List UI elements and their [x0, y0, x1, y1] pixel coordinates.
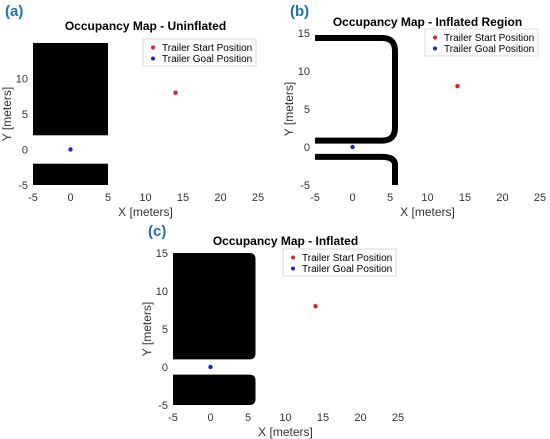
- x-tick-label: 5: [245, 412, 251, 424]
- panel-a: (a) Occupancy Map - Uninflated -5 0 5 10 15 20 2…: [0, 3, 264, 219]
- legend-entry: Trailer Goal Position: [444, 44, 534, 55]
- y-tick-label: 10: [156, 286, 168, 298]
- y-tick-label: 15: [156, 248, 168, 260]
- y-tick-label: 15: [298, 28, 310, 40]
- x-tick-label: 25: [392, 412, 404, 424]
- y-tick-label: -5: [18, 180, 28, 192]
- legend-marker: [291, 266, 295, 271]
- x-tick-label: -5: [28, 192, 38, 204]
- legend-box: [424, 28, 539, 57]
- data-point-start: [313, 304, 318, 309]
- panel-letter: (c): [148, 223, 166, 240]
- x-tick-label: 20: [214, 192, 226, 204]
- y-axis-label: Y [meters]: [140, 302, 154, 356]
- x-tick-label: 5: [105, 192, 111, 204]
- chart-title: Occupancy Map - Uninflated: [65, 19, 226, 33]
- inflated-region-lower: [315, 153, 398, 185]
- obstacle: [33, 163, 108, 185]
- chart-title: Occupancy Map - Inflated Region: [333, 15, 522, 29]
- y-tick-label: 5: [162, 324, 168, 336]
- x-tick-label: 15: [317, 412, 329, 424]
- y-axis-label: Y [meters]: [282, 82, 296, 136]
- x-tick-label: 0: [67, 192, 73, 204]
- y-tick-label: 10: [298, 66, 310, 78]
- panel-c: (c) Occupancy Map - Inflated -5 0 5 10 15 20 25 -…: [140, 223, 404, 439]
- x-tick-label: 0: [349, 192, 355, 204]
- y-tick-label: -5: [158, 400, 168, 412]
- data-point-start: [455, 84, 460, 89]
- panel-b: (b) Occupancy Map - Inflated Region -5 0 5 10…: [282, 3, 546, 219]
- obstacle: [173, 374, 256, 405]
- x-tick-label: 10: [279, 412, 291, 424]
- legend-marker: [433, 46, 437, 51]
- legend-marker: [433, 35, 437, 40]
- chart-title: Occupancy Map - Inflated: [213, 234, 358, 248]
- x-tick-label: -5: [168, 412, 178, 424]
- legend-box: [142, 38, 257, 67]
- y-tick-label: -5: [300, 180, 310, 192]
- x-axis-label: X [meters]: [400, 205, 455, 219]
- x-tick-label: 25: [252, 192, 264, 204]
- legend-box: [282, 248, 397, 277]
- data-point-goal: [350, 144, 355, 150]
- obstacle: [173, 253, 256, 360]
- data-point-start: [173, 90, 178, 95]
- data-point-goal: [68, 147, 73, 152]
- legend-marker: [151, 56, 155, 61]
- y-tick-label: 5: [304, 104, 310, 116]
- legend-entry: Trailer Goal Position: [302, 264, 392, 275]
- y-tick-label: 5: [22, 109, 28, 121]
- panel-letter: (a): [5, 3, 23, 20]
- y-tick-label: 0: [22, 145, 28, 157]
- y-axis-label: Y [meters]: [0, 87, 14, 141]
- legend-marker: [291, 255, 295, 260]
- x-tick-label: 20: [496, 192, 508, 204]
- inflated-region-upper: [315, 35, 398, 144]
- x-tick-label: 20: [354, 412, 366, 424]
- x-tick-label: 0: [207, 412, 213, 424]
- y-tick-label: 10: [16, 74, 28, 86]
- x-axis-label: X [meters]: [118, 205, 173, 219]
- legend-entry: Trailer Start Position: [444, 33, 534, 44]
- x-tick-label: -5: [310, 192, 320, 204]
- data-point-goal: [208, 364, 213, 370]
- legend-entry: Trailer Goal Position: [162, 54, 252, 65]
- x-tick-label: 10: [421, 192, 433, 204]
- panel-letter: (b): [290, 3, 309, 20]
- x-axis-label: X [meters]: [258, 425, 313, 439]
- x-tick-label: 15: [177, 192, 189, 204]
- y-tick-label: 0: [304, 142, 310, 154]
- x-tick-label: 10: [139, 192, 151, 204]
- x-tick-label: 25: [534, 192, 546, 204]
- x-tick-label: 15: [459, 192, 471, 204]
- x-tick-label: 5: [387, 192, 393, 204]
- legend-entry: Trailer Start Position: [302, 253, 392, 264]
- y-tick-label: 0: [162, 362, 168, 374]
- obstacle: [33, 43, 108, 136]
- legend-marker: [151, 45, 155, 50]
- legend-entry: Trailer Start Position: [162, 43, 252, 54]
